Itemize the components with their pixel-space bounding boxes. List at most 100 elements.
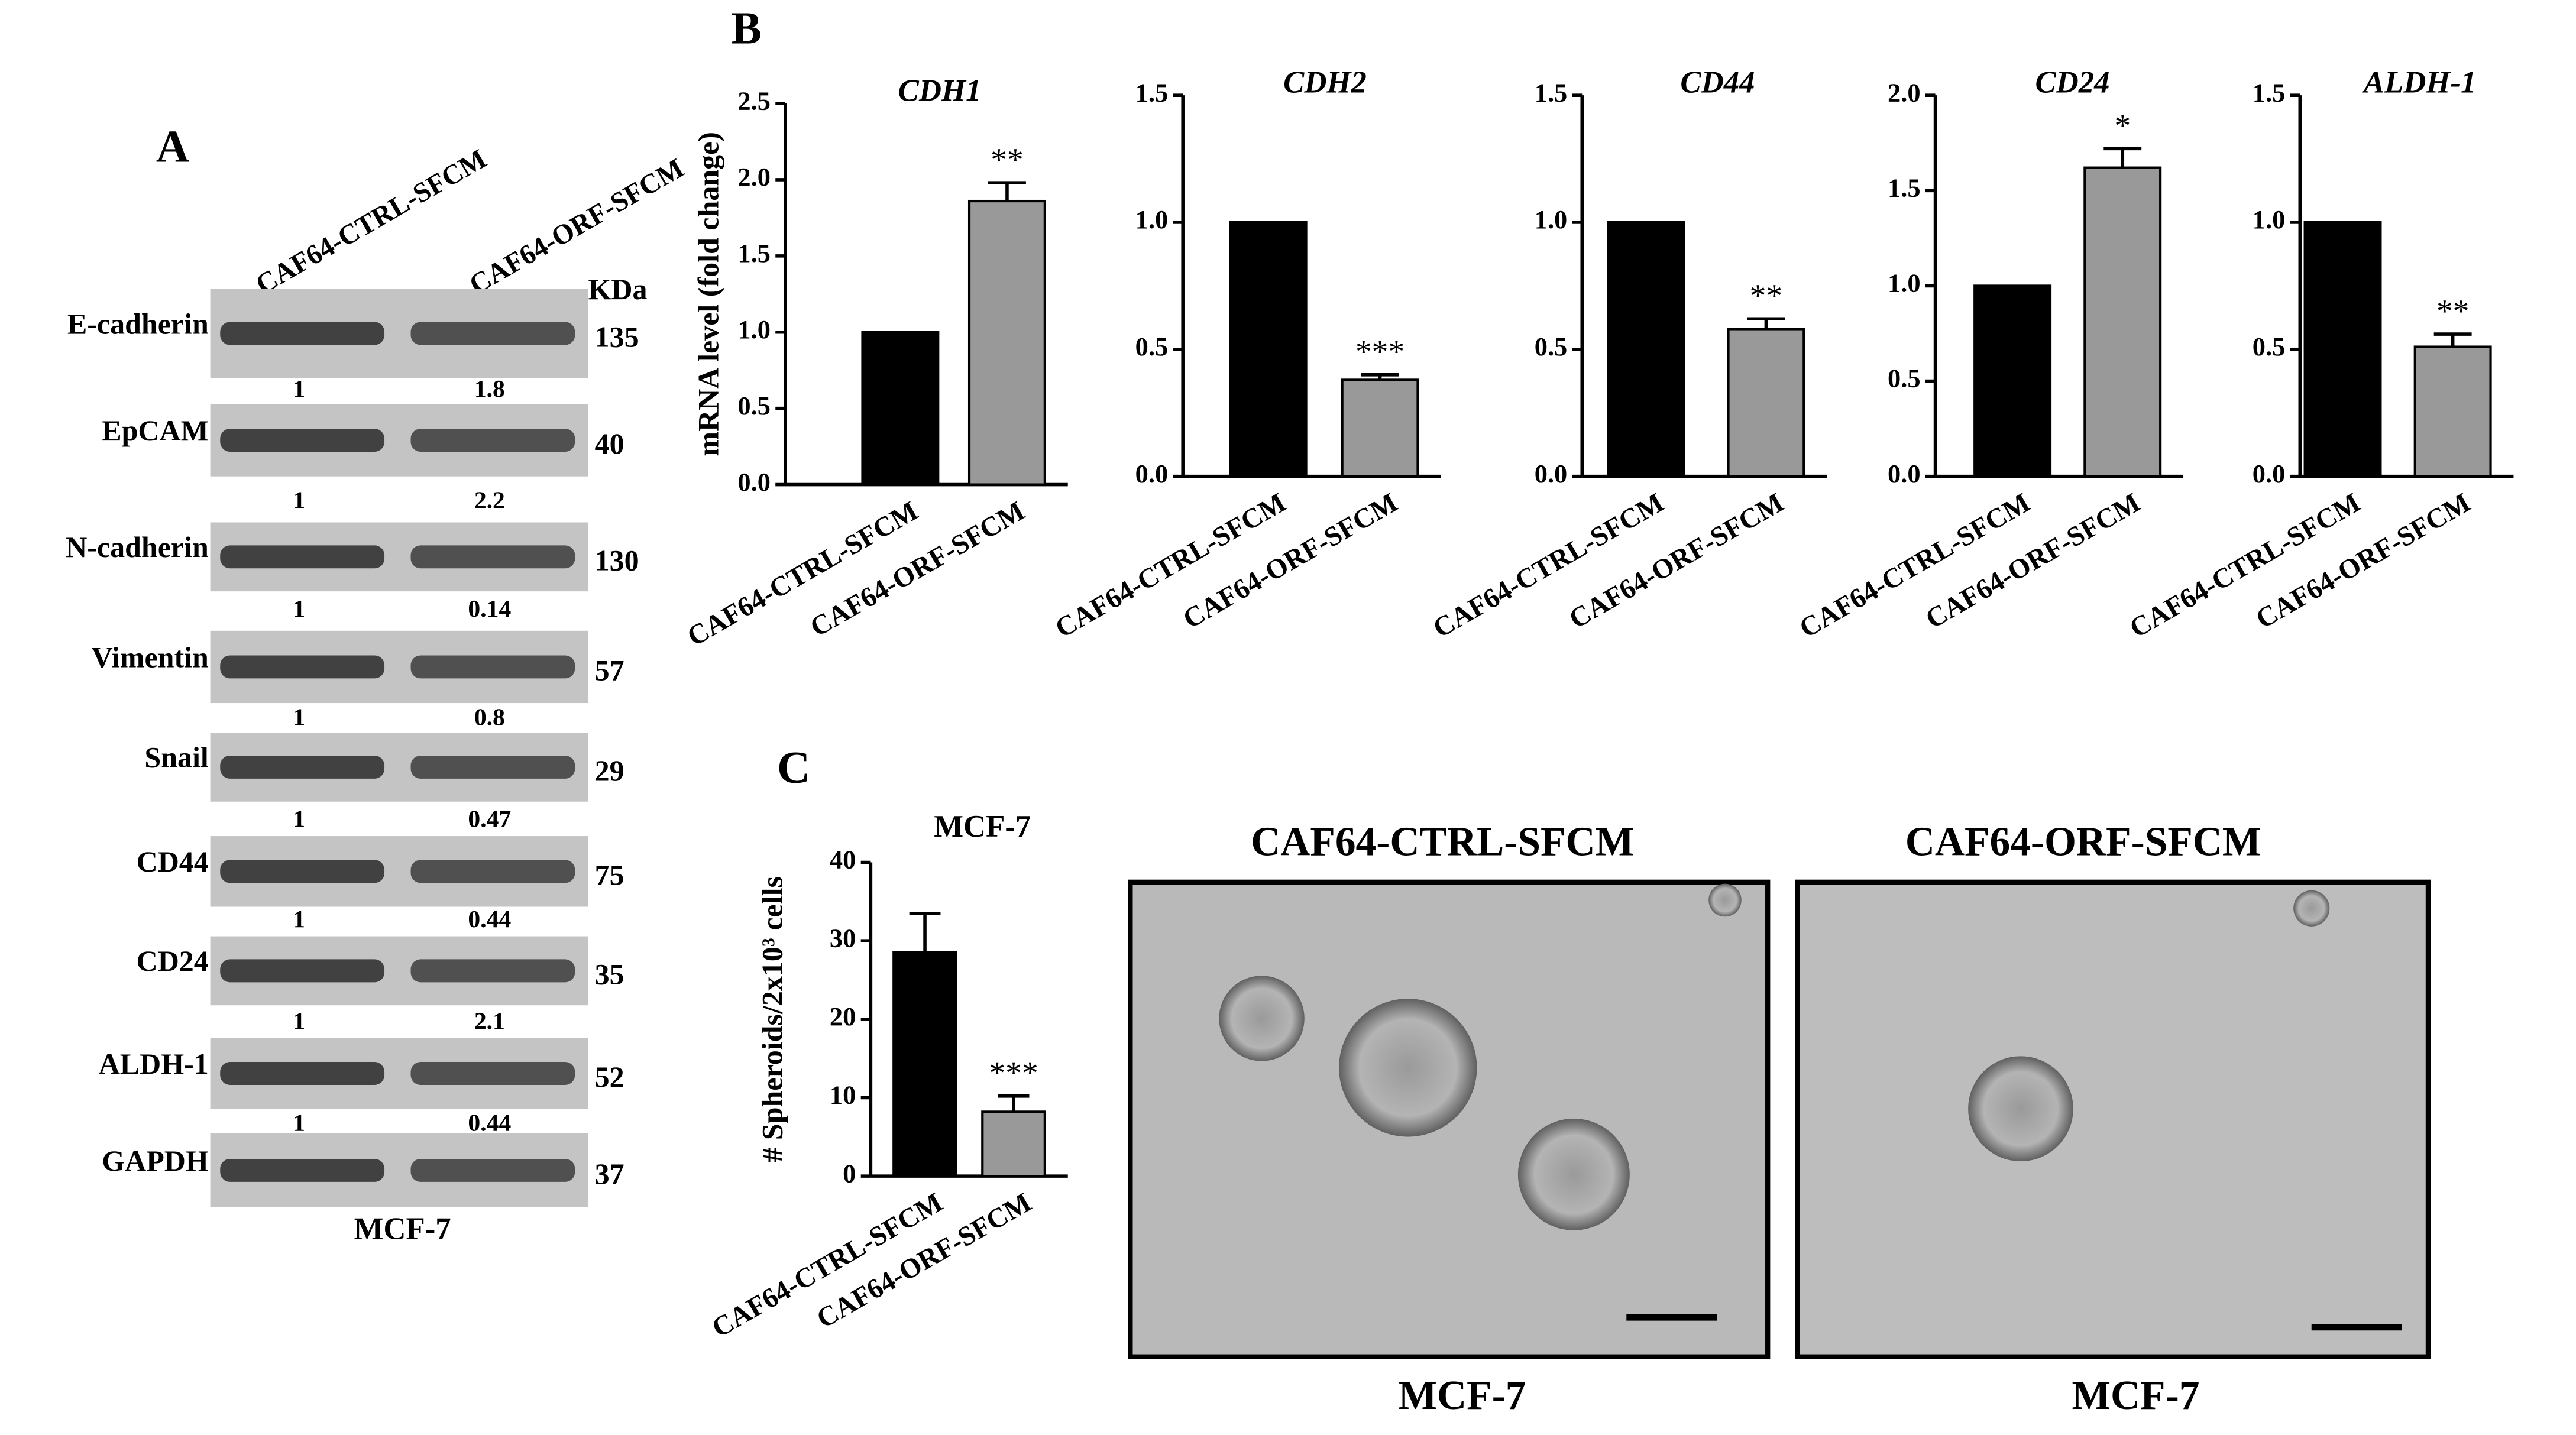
ratio-label: 0.44 (468, 906, 511, 933)
x-tick-label: CAF64-ORF-SFCM (1178, 487, 1403, 635)
blot-band (220, 545, 385, 569)
bar (1727, 328, 1805, 478)
ratio-label: 1 (293, 375, 305, 403)
kda-label: 29 (595, 754, 624, 787)
blot-band (410, 755, 575, 779)
y-tick-label: 0.0 (1135, 459, 1169, 488)
blot-band (410, 1062, 575, 1085)
x-tick-label: CAF64-ORF-SFCM (1564, 487, 1789, 635)
y-tick-label: 0.0 (737, 467, 771, 497)
y-tick-label: 1.5 (2253, 77, 2286, 107)
blot-band (410, 860, 575, 883)
y-tick-label: 0.0 (2253, 459, 2286, 488)
bar (1607, 221, 1685, 478)
significance: ** (991, 142, 1024, 179)
y-tick-label: 1.0 (1135, 205, 1169, 234)
y-tick-label: 1.5 (737, 238, 771, 268)
ratio-label: 1 (293, 906, 305, 933)
y-tick-label: 1.0 (1888, 268, 1921, 298)
y-tick-label: 0.5 (737, 391, 771, 420)
chart-title: CD24 (2035, 66, 2109, 100)
blot-band (410, 545, 575, 569)
blot-band (410, 322, 575, 345)
y-tick-label: 2.0 (737, 162, 771, 192)
blot-band (410, 959, 575, 983)
micrograph (1128, 879, 1771, 1359)
panel-label: C (777, 742, 810, 793)
blot-band (220, 655, 385, 679)
bar (1229, 221, 1308, 478)
kda-label: 52 (595, 1060, 624, 1093)
bar (2413, 345, 2492, 478)
kda-label: 75 (595, 858, 624, 891)
bar (967, 199, 1046, 486)
bar (861, 331, 940, 486)
panel-label: A (156, 121, 189, 171)
blot-band (410, 655, 575, 679)
kda-header: KDa (588, 273, 648, 306)
ratio-label: 2.1 (474, 1008, 505, 1035)
blot-band (410, 429, 575, 452)
significance: ** (2436, 293, 2470, 329)
ratio-label: 0.8 (474, 704, 505, 731)
blot-band (220, 959, 385, 983)
protein-label: ALDH-1 (99, 1047, 209, 1080)
kda-label: 40 (595, 427, 624, 460)
image-title: CAF64-ORF-SFCM (1905, 819, 2261, 865)
protein-label: CD44 (137, 845, 209, 878)
y-tick-label: 0 (843, 1158, 856, 1188)
y-axis-label: # Spheroids/2x10³ cells (756, 876, 789, 1162)
bar (2303, 221, 2382, 478)
image-caption: MCF-7 (1398, 1373, 1526, 1418)
protein-label: GAPDH (102, 1144, 209, 1177)
blot-band (220, 755, 385, 779)
y-tick-label: 2.0 (1888, 77, 1921, 107)
image-title: CAF64-CTRL-SFCM (1251, 819, 1634, 865)
y-tick-label: 0.5 (1535, 332, 1568, 361)
micrograph (1795, 879, 2431, 1359)
lane-label: CAF64-CTRL-SFCM (251, 144, 492, 300)
y-tick-label: 1.0 (2253, 205, 2286, 234)
error-bar (1747, 317, 1785, 329)
y-tick-label: 20 (830, 1002, 856, 1031)
ratio-label: 2.2 (474, 487, 505, 514)
y-axis-label: mRNA level (fold change) (691, 132, 724, 456)
blot-band (220, 1062, 385, 1085)
bar (2083, 166, 2162, 478)
x-tick-label: CAF64-CTRL-SFCM (1428, 487, 1669, 644)
ratio-label: 0.47 (468, 806, 511, 833)
kda-label: 37 (595, 1157, 624, 1190)
chart-title: ALDH-1 (2362, 66, 2477, 100)
cell-line-label: MCF-7 (354, 1212, 451, 1246)
ratio-label: 1 (293, 806, 305, 833)
error-bar (909, 911, 941, 953)
y-tick-label: 10 (830, 1080, 856, 1110)
error-bar (2433, 332, 2472, 347)
blot-band (220, 322, 385, 345)
y-tick-label: 2.5 (737, 86, 771, 115)
y-tick-label: 0.0 (1535, 459, 1568, 488)
significance: *** (989, 1055, 1038, 1091)
y-tick-label: 1.5 (1888, 173, 1921, 203)
significance: ** (1750, 278, 1783, 315)
y-tick-label: 40 (830, 845, 856, 874)
y-tick-label: 0.0 (1888, 459, 1921, 488)
error-bar (2103, 147, 2142, 168)
image-caption: MCF-7 (2072, 1373, 2200, 1418)
significance: *** (1355, 333, 1404, 370)
ratio-label: 1.8 (474, 375, 505, 403)
kda-label: 35 (595, 957, 624, 990)
error-bar (998, 1094, 1030, 1112)
ratio-label: 1 (293, 1110, 305, 1137)
chart-title: MCF-7 (934, 809, 1031, 844)
blot-band (220, 1158, 385, 1182)
y-tick-label: 0.5 (2253, 332, 2286, 361)
bar (892, 951, 957, 1178)
protein-label: Vimentin (92, 640, 209, 673)
bar (1973, 284, 2052, 478)
blot-band (220, 429, 385, 452)
kda-label: 135 (595, 320, 639, 354)
significance: * (2114, 108, 2131, 144)
lane-label: CAF64-ORF-SFCM (464, 153, 689, 300)
ratio-label: 1 (293, 595, 305, 623)
